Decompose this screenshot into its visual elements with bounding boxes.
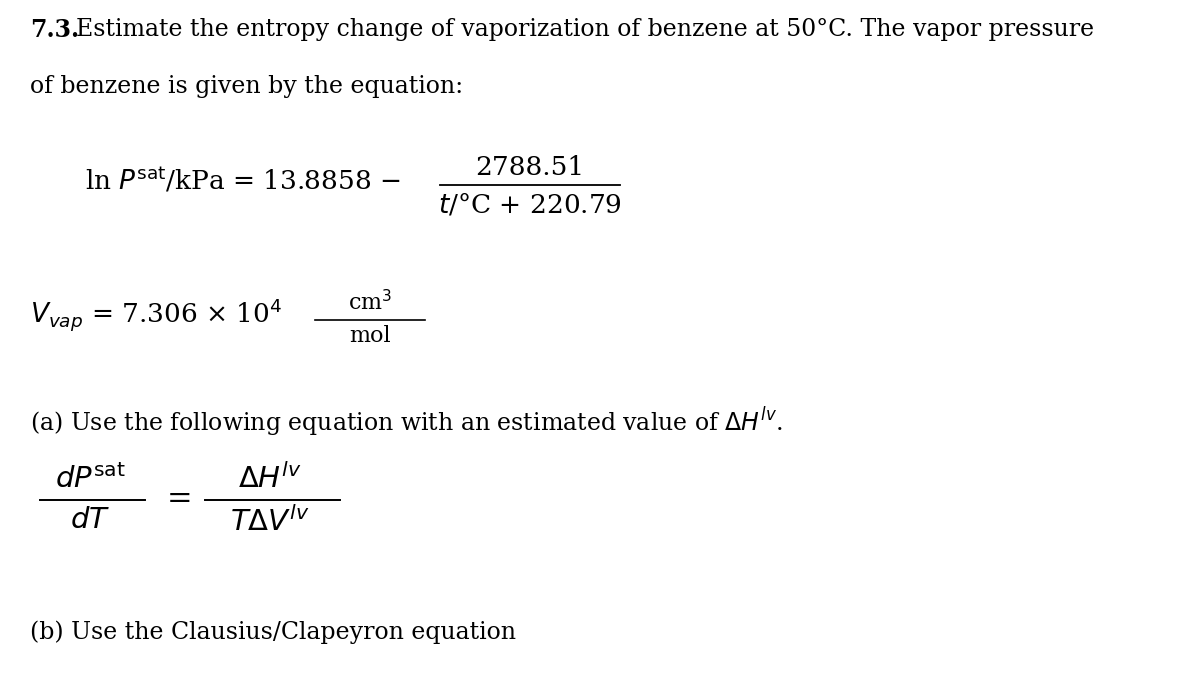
Text: 7.3.: 7.3. xyxy=(30,18,79,42)
Text: =: = xyxy=(167,484,193,516)
Text: of benzene is given by the equation:: of benzene is given by the equation: xyxy=(30,75,463,98)
Text: $\Delta \mathit{H}^{lv}$: $\Delta \mathit{H}^{lv}$ xyxy=(238,463,302,494)
Text: $\mathit{T}\Delta \mathit{V}^{lv}$: $\mathit{T}\Delta \mathit{V}^{lv}$ xyxy=(230,506,310,536)
Text: (b) Use the Clausius/Clapeyron equation: (b) Use the Clausius/Clapeyron equation xyxy=(30,620,516,643)
Text: Estimate the entropy change of vaporization of benzene at 50°C. The vapor pressu: Estimate the entropy change of vaporizat… xyxy=(76,18,1094,41)
Text: cm$^3$: cm$^3$ xyxy=(348,290,392,315)
Text: mol: mol xyxy=(349,325,391,347)
Text: $\mathit{t}$/°C + 220.79: $\mathit{t}$/°C + 220.79 xyxy=(438,190,622,217)
Text: $d\mathit{P}^{\mathrm{sat}}$: $d\mathit{P}^{\mathrm{sat}}$ xyxy=(55,465,125,494)
Text: ln $\mathit{P}^{\mathrm{sat}}$/kPa = 13.8858 $-$: ln $\mathit{P}^{\mathrm{sat}}$/kPa = 13.… xyxy=(85,165,401,195)
Text: (a) Use the following equation with an estimated value of $\Delta\mathit{H}^{lv}: (a) Use the following equation with an e… xyxy=(30,405,782,438)
Text: 2788.51: 2788.51 xyxy=(475,155,584,180)
Text: $\mathit{V}_{\mathit{vap}}$ = 7.306 × 10$^4$: $\mathit{V}_{\mathit{vap}}$ = 7.306 × 10… xyxy=(30,297,282,334)
Text: $d\mathit{T}$: $d\mathit{T}$ xyxy=(70,506,110,534)
